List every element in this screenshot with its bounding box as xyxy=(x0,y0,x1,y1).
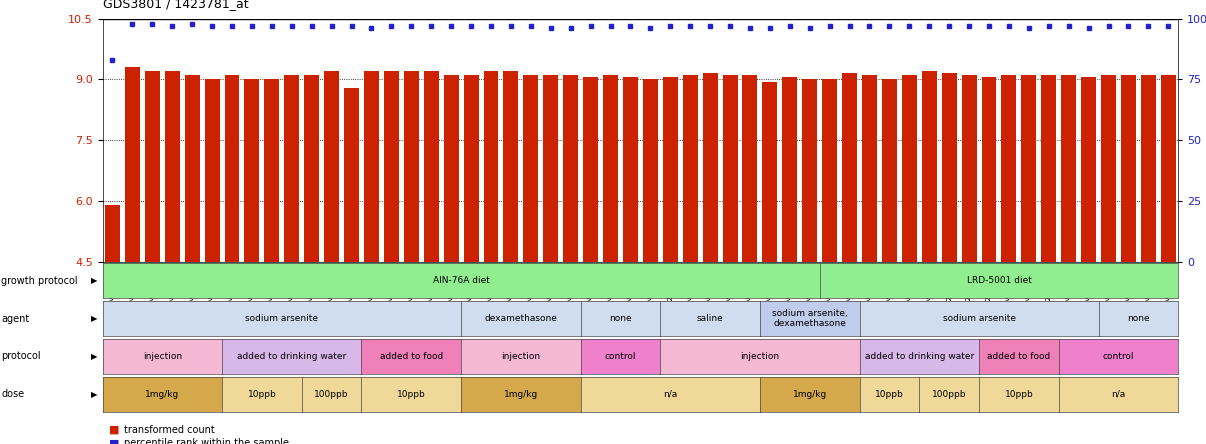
Bar xyxy=(205,79,219,262)
Bar xyxy=(762,82,778,262)
Bar xyxy=(344,87,359,262)
Bar xyxy=(304,75,320,262)
Text: transformed count: transformed count xyxy=(124,425,215,435)
Bar xyxy=(643,79,657,262)
Bar xyxy=(463,75,479,262)
Bar xyxy=(961,75,977,262)
Bar xyxy=(584,77,598,262)
Text: 10ppb: 10ppb xyxy=(397,389,426,399)
Bar xyxy=(1041,75,1056,262)
Bar xyxy=(942,73,956,262)
Bar xyxy=(1161,75,1176,262)
Bar xyxy=(862,75,877,262)
Bar xyxy=(264,79,280,262)
Text: injection: injection xyxy=(740,352,779,361)
Bar xyxy=(503,71,519,262)
Bar xyxy=(224,75,240,262)
Bar xyxy=(624,77,638,262)
Text: agent: agent xyxy=(1,313,29,324)
Text: none: none xyxy=(1128,314,1149,323)
Bar xyxy=(185,75,200,262)
Bar xyxy=(1061,75,1076,262)
Text: injection: injection xyxy=(502,352,540,361)
Text: sodium arsenite: sodium arsenite xyxy=(943,314,1015,323)
Bar xyxy=(165,71,180,262)
Text: n/a: n/a xyxy=(1112,389,1125,399)
Text: control: control xyxy=(1102,352,1135,361)
Bar xyxy=(842,73,857,262)
Bar xyxy=(921,71,937,262)
Text: sodium arsenite,
dexamethasone: sodium arsenite, dexamethasone xyxy=(772,309,848,328)
Bar xyxy=(285,75,299,262)
Bar xyxy=(802,79,818,262)
Text: sodium arsenite: sodium arsenite xyxy=(245,314,318,323)
Text: ■: ■ xyxy=(109,425,119,435)
Text: saline: saline xyxy=(697,314,724,323)
Bar xyxy=(145,71,159,262)
Bar xyxy=(444,75,458,262)
Bar xyxy=(364,71,379,262)
Bar xyxy=(1081,77,1096,262)
Bar xyxy=(683,75,697,262)
Bar xyxy=(1122,75,1136,262)
Bar xyxy=(125,67,140,262)
Text: 100ppb: 100ppb xyxy=(315,389,349,399)
Text: ■: ■ xyxy=(109,438,119,444)
Text: 100ppb: 100ppb xyxy=(932,389,966,399)
Text: 1mg/kg: 1mg/kg xyxy=(504,389,538,399)
Text: dexamethasone: dexamethasone xyxy=(485,314,557,323)
Text: dose: dose xyxy=(1,389,24,399)
Text: added to drinking water: added to drinking water xyxy=(238,352,346,361)
Bar xyxy=(663,77,678,262)
Bar xyxy=(423,71,439,262)
Text: control: control xyxy=(604,352,637,361)
Text: LRD-5001 diet: LRD-5001 diet xyxy=(966,276,1031,285)
Text: added to food: added to food xyxy=(380,352,443,361)
Bar xyxy=(523,75,538,262)
Text: growth protocol: growth protocol xyxy=(1,276,78,286)
Text: 10ppb: 10ppb xyxy=(876,389,903,399)
Text: ▶: ▶ xyxy=(92,389,98,399)
Bar xyxy=(902,75,917,262)
Bar xyxy=(543,75,558,262)
Bar xyxy=(484,71,498,262)
Text: ▶: ▶ xyxy=(92,352,98,361)
Text: injection: injection xyxy=(142,352,182,361)
Bar xyxy=(1141,75,1155,262)
Text: 10ppb: 10ppb xyxy=(247,389,276,399)
Text: protocol: protocol xyxy=(1,351,41,361)
Bar xyxy=(783,77,797,262)
Text: GDS3801 / 1423781_at: GDS3801 / 1423781_at xyxy=(103,0,248,10)
Bar xyxy=(822,79,837,262)
Bar xyxy=(324,71,339,262)
Bar xyxy=(1001,75,1017,262)
Bar xyxy=(982,77,996,262)
Bar xyxy=(384,71,399,262)
Text: AIN-76A diet: AIN-76A diet xyxy=(433,276,490,285)
Text: percentile rank within the sample: percentile rank within the sample xyxy=(124,438,289,444)
Bar xyxy=(1101,75,1116,262)
Text: 1mg/kg: 1mg/kg xyxy=(792,389,827,399)
Bar xyxy=(404,71,418,262)
Text: added to food: added to food xyxy=(988,352,1050,361)
Bar xyxy=(245,79,259,262)
Bar xyxy=(563,75,578,262)
Bar xyxy=(703,73,718,262)
Bar xyxy=(743,75,757,262)
Bar xyxy=(105,205,119,262)
Text: ▶: ▶ xyxy=(92,276,98,285)
Bar xyxy=(603,75,617,262)
Text: added to drinking water: added to drinking water xyxy=(865,352,974,361)
Bar xyxy=(722,75,738,262)
Bar xyxy=(882,79,897,262)
Text: ▶: ▶ xyxy=(92,314,98,323)
Bar xyxy=(1021,75,1036,262)
Text: n/a: n/a xyxy=(663,389,678,399)
Text: none: none xyxy=(609,314,632,323)
Text: 1mg/kg: 1mg/kg xyxy=(145,389,180,399)
Text: 10ppb: 10ppb xyxy=(1005,389,1034,399)
